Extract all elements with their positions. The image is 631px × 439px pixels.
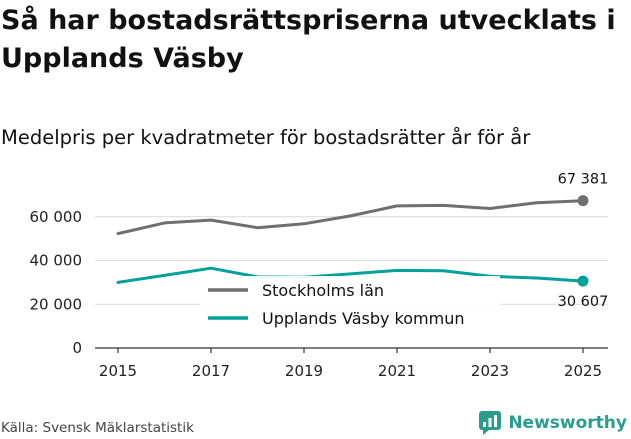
x-tick-label: 2015 — [99, 362, 137, 380]
series-line-1 — [116, 266, 585, 284]
y-tick-label: 60 000 — [30, 208, 83, 226]
y-tick-label: 20 000 — [30, 295, 83, 313]
series-line-0 — [116, 199, 585, 236]
end-labels: 67 381 30 607 — [558, 172, 609, 310]
axes: 0 20 000 40 000 60 000 2015 2017 2019 2021 2023 2… — [30, 208, 608, 380]
x-tick-label: 2023 — [471, 362, 509, 380]
x-tick-label: 2019 — [285, 362, 323, 380]
line-chart: 0 20 000 40 000 60 000 2015 2017 2019 2021 2023 2… — [30, 172, 609, 380]
brand-name: Newsworthy — [508, 413, 627, 433]
chart-subtitle: Medelpris per kvadratmeter för bostadsrä… — [1, 126, 531, 149]
source-note: Källa: Svensk Mäklarstatistik — [1, 420, 194, 436]
end-value-label-1: 30 607 — [558, 294, 609, 310]
legend-label-1: Upplands Väsby kommun — [262, 309, 464, 328]
end-value-label-0: 67 381 — [558, 172, 609, 188]
x-tick-label: 2017 — [192, 362, 230, 380]
x-tick-label: 2021 — [378, 362, 416, 380]
series-end-point-0 — [577, 195, 589, 207]
y-tick-label: 0 — [72, 339, 82, 357]
y-tick-label: 40 000 — [30, 252, 83, 270]
series-lines — [116, 195, 589, 287]
legend-background — [200, 276, 500, 332]
newsworthy-logo-icon — [479, 411, 502, 435]
x-tick-label: 2025 — [564, 362, 602, 380]
legend: Stockholms län Upplands Väsby kommun — [200, 276, 500, 332]
chart-title: Så har bostadsrättspriserna utvecklats i… — [1, 5, 616, 74]
brand: Newsworthy — [478, 410, 627, 436]
legend-label-0: Stockholms län — [262, 281, 384, 300]
series-end-point-1 — [577, 275, 589, 287]
